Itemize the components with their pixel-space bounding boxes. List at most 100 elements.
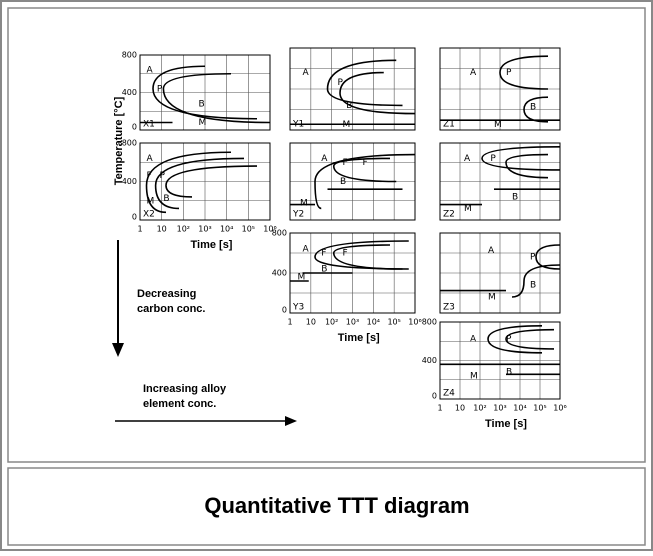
caption: Quantitative TTT diagram bbox=[204, 493, 469, 518]
time-tick: 1 bbox=[437, 404, 442, 413]
time-tick: 1 bbox=[137, 225, 142, 234]
phase-label: A bbox=[470, 68, 477, 78]
panel-frame bbox=[139, 54, 271, 131]
phase-label: M bbox=[470, 371, 478, 381]
phase-label: M bbox=[199, 118, 207, 128]
phase-label: B bbox=[530, 103, 536, 113]
time-tick: 1 bbox=[287, 318, 292, 327]
temp-tick: 800 bbox=[272, 229, 287, 238]
time-tick: 10⁶ bbox=[553, 404, 566, 413]
phase-label: P bbox=[338, 78, 344, 88]
temp-tick: 400 bbox=[272, 269, 287, 278]
down-label: Decreasing bbox=[137, 288, 196, 300]
ttt-curve bbox=[332, 244, 403, 270]
phase-label: B bbox=[506, 368, 512, 378]
temp-tick: 400 bbox=[422, 356, 437, 365]
phase-label: M bbox=[343, 120, 351, 130]
time-tick: 10⁴ bbox=[367, 318, 380, 327]
time-tick: 10⁶ bbox=[408, 318, 421, 327]
right-label: Increasing alloy bbox=[143, 383, 227, 395]
ttt-curve bbox=[511, 264, 561, 298]
panel-frame bbox=[439, 142, 561, 221]
ttt-curve bbox=[314, 240, 409, 270]
phase-label: F bbox=[321, 249, 326, 259]
phase-label: M bbox=[494, 120, 502, 130]
phase-label: P bbox=[506, 68, 512, 78]
phase-label: A bbox=[147, 66, 154, 76]
phase-label: A bbox=[303, 245, 310, 255]
phase-label: M bbox=[464, 204, 472, 214]
ttt-curve bbox=[314, 153, 416, 210]
panel-id: Y2 bbox=[292, 210, 304, 220]
panel-frame bbox=[289, 47, 416, 131]
ttt-curve bbox=[162, 72, 271, 124]
panel-id: Y3 bbox=[292, 303, 304, 313]
panel-frame bbox=[439, 47, 561, 131]
panel-frame bbox=[289, 142, 416, 221]
phase-label: A bbox=[488, 246, 495, 256]
panel-id: Z4 bbox=[443, 389, 455, 399]
right-arrow-head bbox=[285, 416, 297, 426]
phase-label: B bbox=[530, 281, 536, 291]
phase-label: F bbox=[343, 249, 348, 259]
phase-label: P bbox=[530, 253, 536, 263]
phase-label: B bbox=[340, 177, 346, 187]
phase-label: M bbox=[488, 293, 496, 303]
down-arrow-head bbox=[112, 343, 124, 357]
phase-label: A bbox=[147, 154, 154, 164]
panel-frame bbox=[139, 142, 271, 221]
right-label: element conc. bbox=[143, 398, 216, 410]
phase-label: A bbox=[470, 334, 477, 344]
ttt-curve bbox=[332, 157, 397, 183]
time-tick: 10² bbox=[325, 318, 338, 327]
panel-id: Z3 bbox=[443, 303, 455, 313]
temp-tick: 0 bbox=[132, 213, 137, 222]
ttt-curve bbox=[145, 151, 232, 214]
temp-tick: 800 bbox=[122, 51, 137, 60]
phase-label: B bbox=[346, 101, 352, 111]
phase-label: M bbox=[147, 196, 155, 206]
phase-label: A bbox=[464, 154, 471, 164]
temp-tick: 0 bbox=[432, 392, 437, 401]
ttt-curve bbox=[152, 65, 258, 120]
ttt-curve bbox=[505, 328, 555, 350]
phase-label: B bbox=[163, 194, 169, 204]
phase-label: P bbox=[490, 154, 496, 164]
caption-box bbox=[7, 467, 646, 546]
down-label: carbon conc. bbox=[137, 303, 205, 315]
y-axis-title: Temperature [°C] bbox=[113, 96, 125, 185]
temp-tick: 0 bbox=[132, 123, 137, 132]
panel-id: Y1 bbox=[292, 120, 304, 130]
figure-box bbox=[7, 7, 646, 463]
time-tick: 10⁵ bbox=[387, 318, 400, 327]
phase-label: P bbox=[160, 171, 166, 181]
panel-id: Z2 bbox=[443, 210, 455, 220]
time-tick: 10³ bbox=[198, 225, 211, 234]
phase-label: M bbox=[298, 273, 306, 283]
time-tick: 10⁴ bbox=[513, 404, 526, 413]
ttt-curve bbox=[505, 153, 549, 179]
panel-id: X1 bbox=[143, 120, 155, 130]
panel-frame bbox=[439, 232, 561, 314]
time-tick: 10 bbox=[455, 404, 465, 413]
time-tick: 10² bbox=[177, 225, 190, 234]
phase-label: F bbox=[147, 171, 152, 181]
phase-label: F bbox=[343, 158, 348, 168]
time-tick: 10 bbox=[306, 318, 316, 327]
x-axis-title: Time [s] bbox=[485, 418, 527, 430]
ttt-curve bbox=[339, 71, 416, 115]
phase-label: P bbox=[506, 334, 512, 344]
phase-label: M bbox=[300, 199, 308, 209]
ttt-curve bbox=[165, 165, 258, 198]
temp-tick: 400 bbox=[122, 88, 137, 97]
temp-tick: 800 bbox=[122, 139, 137, 148]
phase-label: A bbox=[303, 68, 310, 78]
time-tick: 10⁵ bbox=[533, 404, 546, 413]
ttt-curve bbox=[481, 146, 561, 171]
time-tick: 10³ bbox=[493, 404, 506, 413]
phase-label: F bbox=[363, 158, 368, 168]
phase-label: B bbox=[321, 265, 327, 275]
temp-tick: 800 bbox=[422, 318, 437, 327]
